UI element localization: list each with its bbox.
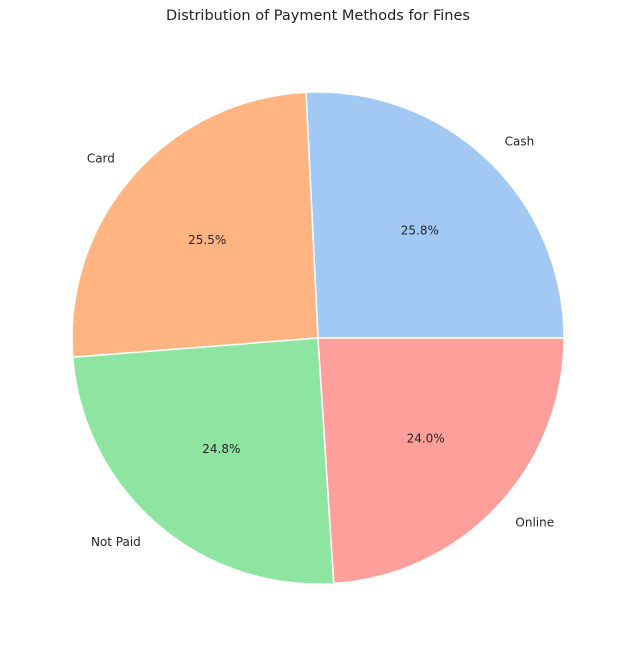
chart-title: Distribution of Payment Methods for Fine… [166,8,470,24]
pie-slice-online [317,337,565,585]
percent-label-card: 25.5% [188,233,226,247]
pie-slice-cash [305,91,565,339]
percent-label-cash: 25.8% [401,224,439,238]
pie-slice-not-paid [72,337,335,585]
slice-label-cash: Cash [505,135,535,149]
pie-slice-card [71,91,319,359]
slice-label-card: Card [87,152,115,166]
percent-label-online: 24.0% [407,431,445,445]
percent-label-not-paid: 24.8% [202,442,240,456]
slice-label-online: Online [515,516,554,530]
slice-label-not-paid: Not Paid [91,535,141,549]
